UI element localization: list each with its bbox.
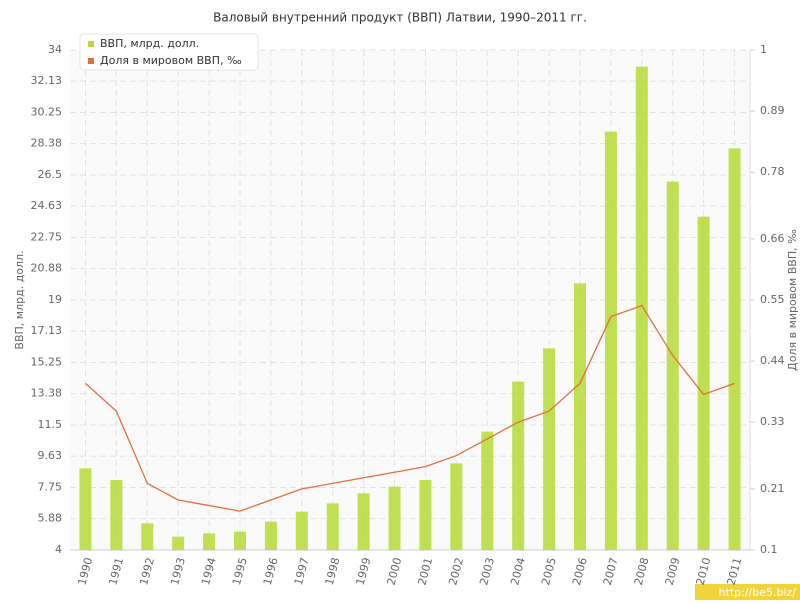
x-tick-label: 2006 (570, 556, 590, 586)
chart-title: Валовый внутренний продукт (ВВП) Латвии,… (213, 11, 587, 25)
y-tick-label: 13.38 (31, 387, 63, 400)
bar (574, 283, 586, 550)
bar (172, 536, 185, 550)
y-tick-label: 22.75 (31, 231, 63, 244)
bar (481, 431, 494, 550)
y-tick-label: 5.88 (38, 512, 63, 525)
legend: ВВП, млрд. долл. Доля в мировом ВВП, ‰ (79, 33, 259, 71)
y-tick-label: 4 (55, 543, 62, 556)
bar (264, 521, 277, 550)
y-tick-label: 34 (48, 43, 62, 56)
bar (295, 511, 308, 550)
y-tick-label: 19 (48, 293, 62, 306)
y-tick-label: 17.13 (31, 324, 63, 337)
bar (110, 480, 123, 550)
legend-label: Доля в мировом ВВП, ‰ (100, 54, 242, 67)
bar (728, 148, 741, 551)
y-tick-label: 28.38 (31, 137, 63, 150)
y2-tick-label: 1 (760, 43, 767, 56)
bar (635, 66, 648, 551)
x-tick-label: 1997 (292, 556, 312, 586)
x-tick-label: 2010 (694, 556, 714, 586)
y-tick-label: 7.75 (38, 481, 63, 494)
x-tick-label: 1994 (199, 556, 219, 586)
y-tick-label: 30.25 (31, 106, 63, 119)
bar (450, 463, 463, 550)
y2-tick-label: 0.44 (760, 354, 785, 367)
y-tick-label: 11.5 (38, 418, 63, 431)
bar (666, 181, 679, 550)
bar (141, 523, 154, 550)
y-tick-label: 24.63 (31, 199, 63, 212)
y2-tick-label: 0.66 (760, 232, 785, 245)
x-tick-label: 2009 (663, 556, 683, 586)
x-tick-label: 2004 (508, 556, 528, 586)
bar (697, 216, 710, 550)
x-tick-label: 1993 (168, 556, 188, 586)
x-tick-label: 2000 (385, 556, 405, 586)
y2-tick-label: 0.21 (760, 482, 785, 495)
x-tick-label: 2011 (725, 556, 745, 586)
bar (326, 503, 339, 550)
y2-tick-label: 0.33 (760, 415, 785, 428)
bar (388, 486, 401, 550)
y-tick-label: 9.63 (38, 449, 63, 462)
x-tick-label: 2003 (477, 556, 497, 586)
bar (419, 480, 432, 550)
line (85, 304, 735, 512)
y-tick-label: 15.25 (31, 356, 63, 369)
y2-axis-label: Доля в мировом ВВП, ‰ (786, 229, 799, 371)
y2-tick-label: 0.89 (760, 104, 785, 117)
bar (512, 381, 525, 550)
x-tick-label: 2001 (415, 556, 435, 586)
y2-tick-label: 0.1 (760, 543, 778, 556)
y2-tick-label: 0.78 (760, 165, 785, 178)
x-tick-label: 1991 (106, 556, 126, 586)
watermark-bg (695, 584, 800, 600)
bar (203, 533, 216, 550)
x-tick-label: 1999 (354, 556, 374, 586)
x-tick-label: 2008 (632, 556, 652, 586)
legend-box (79, 33, 259, 71)
legend-label: ВВП, млрд. долл. (100, 37, 199, 50)
x-tick-label: 1998 (323, 556, 343, 586)
bar (79, 468, 92, 550)
x-tick-label: 2005 (539, 556, 559, 586)
x-tick-label: 1996 (261, 556, 281, 586)
watermark: http://be5.biz/ (719, 586, 797, 599)
bar (543, 348, 556, 550)
bar (604, 131, 617, 550)
legend-swatch (88, 41, 94, 47)
bar (357, 493, 370, 550)
x-tick-label: 1992 (137, 556, 157, 586)
y-axis-label: ВВП, млрд. долл. (13, 250, 26, 349)
bar (234, 531, 246, 550)
legend-swatch (88, 58, 94, 64)
y-tick-label: 32.13 (31, 74, 63, 87)
x-tick-label: 2007 (601, 556, 621, 586)
y2-tick-label: 0.55 (760, 293, 785, 306)
x-tick-label: 1990 (75, 556, 95, 586)
x-tick-label: 2002 (446, 556, 466, 586)
y-tick-label: 20.88 (31, 262, 63, 275)
y-tick-label: 26.5 (38, 168, 63, 181)
x-tick-label: 1995 (230, 556, 250, 586)
